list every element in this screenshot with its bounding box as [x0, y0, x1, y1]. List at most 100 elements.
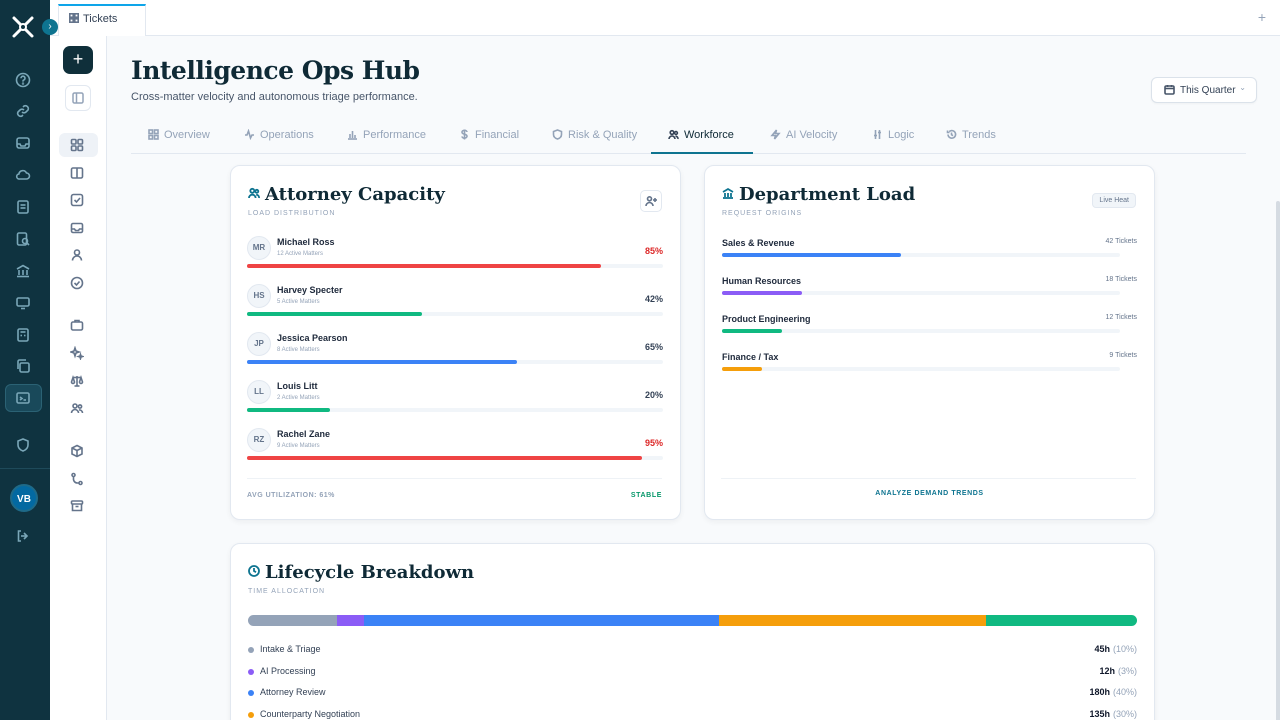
scrollbar[interactable]: [1276, 201, 1280, 720]
shield-icon: [552, 129, 563, 140]
user-avatar[interactable]: VB: [10, 484, 38, 512]
department-row[interactable]: Product Engineering 12 Tickets: [722, 314, 1137, 344]
inbox-icon[interactable]: [15, 135, 33, 153]
inbox-tray-icon[interactable]: [70, 221, 86, 237]
attorney-name: Jessica Pearson: [277, 333, 348, 343]
tab-bar: Tickets +: [50, 0, 1280, 36]
columns-icon[interactable]: [70, 166, 86, 182]
department-fill: [722, 253, 902, 257]
time-allocation-segment[interactable]: [363, 615, 720, 626]
attorney-row[interactable]: LL Louis Litt 2 Active Matters 20%: [247, 380, 663, 420]
department-row[interactable]: Sales & Revenue 42 Tickets: [722, 238, 1137, 268]
calendar-icon: [1164, 85, 1175, 95]
period-select[interactable]: This Quarter ⌄: [1151, 77, 1257, 103]
toggle-panel-button[interactable]: [65, 85, 91, 111]
stage-percent: (10%): [1112, 644, 1137, 654]
tab-workforce[interactable]: Workforce: [668, 129, 734, 154]
analyze-demand-trends-link[interactable]: ANALYZE DEMAND TRENDS: [875, 490, 984, 497]
grid-icon: [69, 13, 80, 24]
person-icon[interactable]: [70, 248, 86, 264]
help-icon[interactable]: [15, 72, 33, 90]
documents-icon[interactable]: [15, 199, 33, 217]
lightning-icon: [770, 129, 781, 140]
time-allocation-segment[interactable]: [719, 615, 986, 626]
tab-ai-velocity[interactable]: AI Velocity: [770, 129, 837, 154]
copy-icon[interactable]: [15, 358, 33, 376]
department-row[interactable]: Human Resources 18 Tickets: [722, 276, 1137, 306]
team-icon: [668, 129, 679, 140]
department-fill: [722, 329, 782, 333]
stage-hours: 180h: [1089, 687, 1110, 697]
lifecycle-legend-item: Intake & Triage 45h (10%): [248, 643, 1137, 659]
department-ticket-count: 9 Tickets: [1109, 352, 1137, 359]
stage-hours: 45h: [1094, 644, 1110, 654]
logout-icon[interactable]: [15, 528, 33, 546]
team-icon[interactable]: [70, 401, 86, 417]
bank-icon[interactable]: [15, 263, 33, 281]
tab-trends[interactable]: Trends: [946, 129, 996, 154]
bar-chart-icon: [348, 131, 357, 140]
attorney-row[interactable]: JP Jessica Pearson 8 Active Matters 65%: [247, 332, 663, 372]
attorney-avatar: LL: [247, 380, 271, 404]
calculator-icon[interactable]: [15, 327, 33, 345]
lifecycle-stage-label: Counterparty Negotiation: [260, 708, 361, 719]
department-fill: [722, 291, 802, 295]
tab-financial[interactable]: Financial: [459, 129, 519, 154]
stage-hours: 135h: [1089, 708, 1110, 719]
git-branch-icon[interactable]: [70, 472, 86, 488]
monitor-icon[interactable]: [15, 295, 33, 313]
attorney-utilization-percent: 65%: [644, 342, 663, 352]
team-icon: [248, 187, 260, 199]
link-icon[interactable]: [15, 103, 33, 121]
sliders-icon: [874, 130, 881, 139]
lifecycle-stage-label: Intake & Triage: [260, 644, 321, 654]
secondary-sidebar: +: [50, 0, 107, 720]
cloud-icon[interactable]: [15, 167, 33, 185]
attorney-row[interactable]: RZ Rachel Zane 9 Active Matters 95%: [247, 428, 663, 468]
briefcase-icon[interactable]: [70, 318, 86, 334]
attorney-name: Louis Litt: [277, 381, 318, 391]
checkbox-icon[interactable]: [70, 193, 86, 209]
time-allocation-segment[interactable]: [336, 615, 364, 626]
legend-dot: [248, 647, 254, 653]
section-tabs: Overview Operations Performance Financia…: [131, 119, 1246, 154]
tab-tickets[interactable]: Tickets: [58, 4, 146, 36]
rail-divider: [0, 468, 50, 469]
attorney-row[interactable]: MR Michael Ross 12 Active Matters 85%: [247, 236, 663, 276]
tab-overview[interactable]: Overview: [148, 129, 210, 154]
terminal-icon[interactable]: [15, 390, 33, 408]
tab-operations-label: Operations: [260, 129, 314, 141]
sparkles-icon[interactable]: [68, 345, 86, 362]
dashboard-icon[interactable]: [70, 138, 86, 154]
tab-risk-quality[interactable]: Risk & Quality: [552, 129, 637, 154]
cube-icon[interactable]: [70, 444, 86, 460]
stage-hours: 12h: [1099, 665, 1115, 676]
tab-logic[interactable]: Logic: [872, 129, 914, 154]
attorney-utilization-percent: 95%: [644, 438, 663, 448]
archive-icon[interactable]: [70, 499, 86, 515]
scales-icon[interactable]: [70, 374, 86, 390]
time-allocation-segment[interactable]: [985, 615, 1137, 626]
tab-logic-label: Logic: [888, 129, 915, 141]
attorney-capacity-title-text: Attorney Capacity: [265, 184, 445, 205]
lifecycle-stage-hours: 180h (40%): [1089, 687, 1137, 697]
department-track: [722, 291, 1120, 295]
attorney-row[interactable]: HS Harvey Specter 5 Active Matters 42%: [247, 284, 663, 324]
app-logo-icon[interactable]: [10, 14, 36, 40]
shield-icon[interactable]: [15, 437, 33, 455]
tab-operations[interactable]: Operations: [244, 128, 314, 154]
new-tab-button[interactable]: +: [1257, 9, 1266, 25]
expand-sidebar-button[interactable]: ›: [42, 19, 58, 35]
legend-dot: [248, 668, 254, 675]
history-icon: [946, 129, 957, 139]
attorney-utilization-percent: 42%: [644, 294, 663, 304]
time-allocation-segment[interactable]: [248, 615, 337, 626]
sidebar-item-selected[interactable]: [59, 133, 98, 157]
tab-performance[interactable]: Performance: [347, 129, 426, 154]
search-document-icon[interactable]: [15, 231, 33, 249]
add-attorney-button[interactable]: [640, 190, 662, 212]
rail-item-selected[interactable]: [5, 384, 42, 412]
check-circle-icon[interactable]: [70, 276, 86, 292]
department-row[interactable]: Finance / Tax 9 Tickets: [722, 352, 1137, 382]
new-item-button[interactable]: +: [63, 46, 93, 74]
